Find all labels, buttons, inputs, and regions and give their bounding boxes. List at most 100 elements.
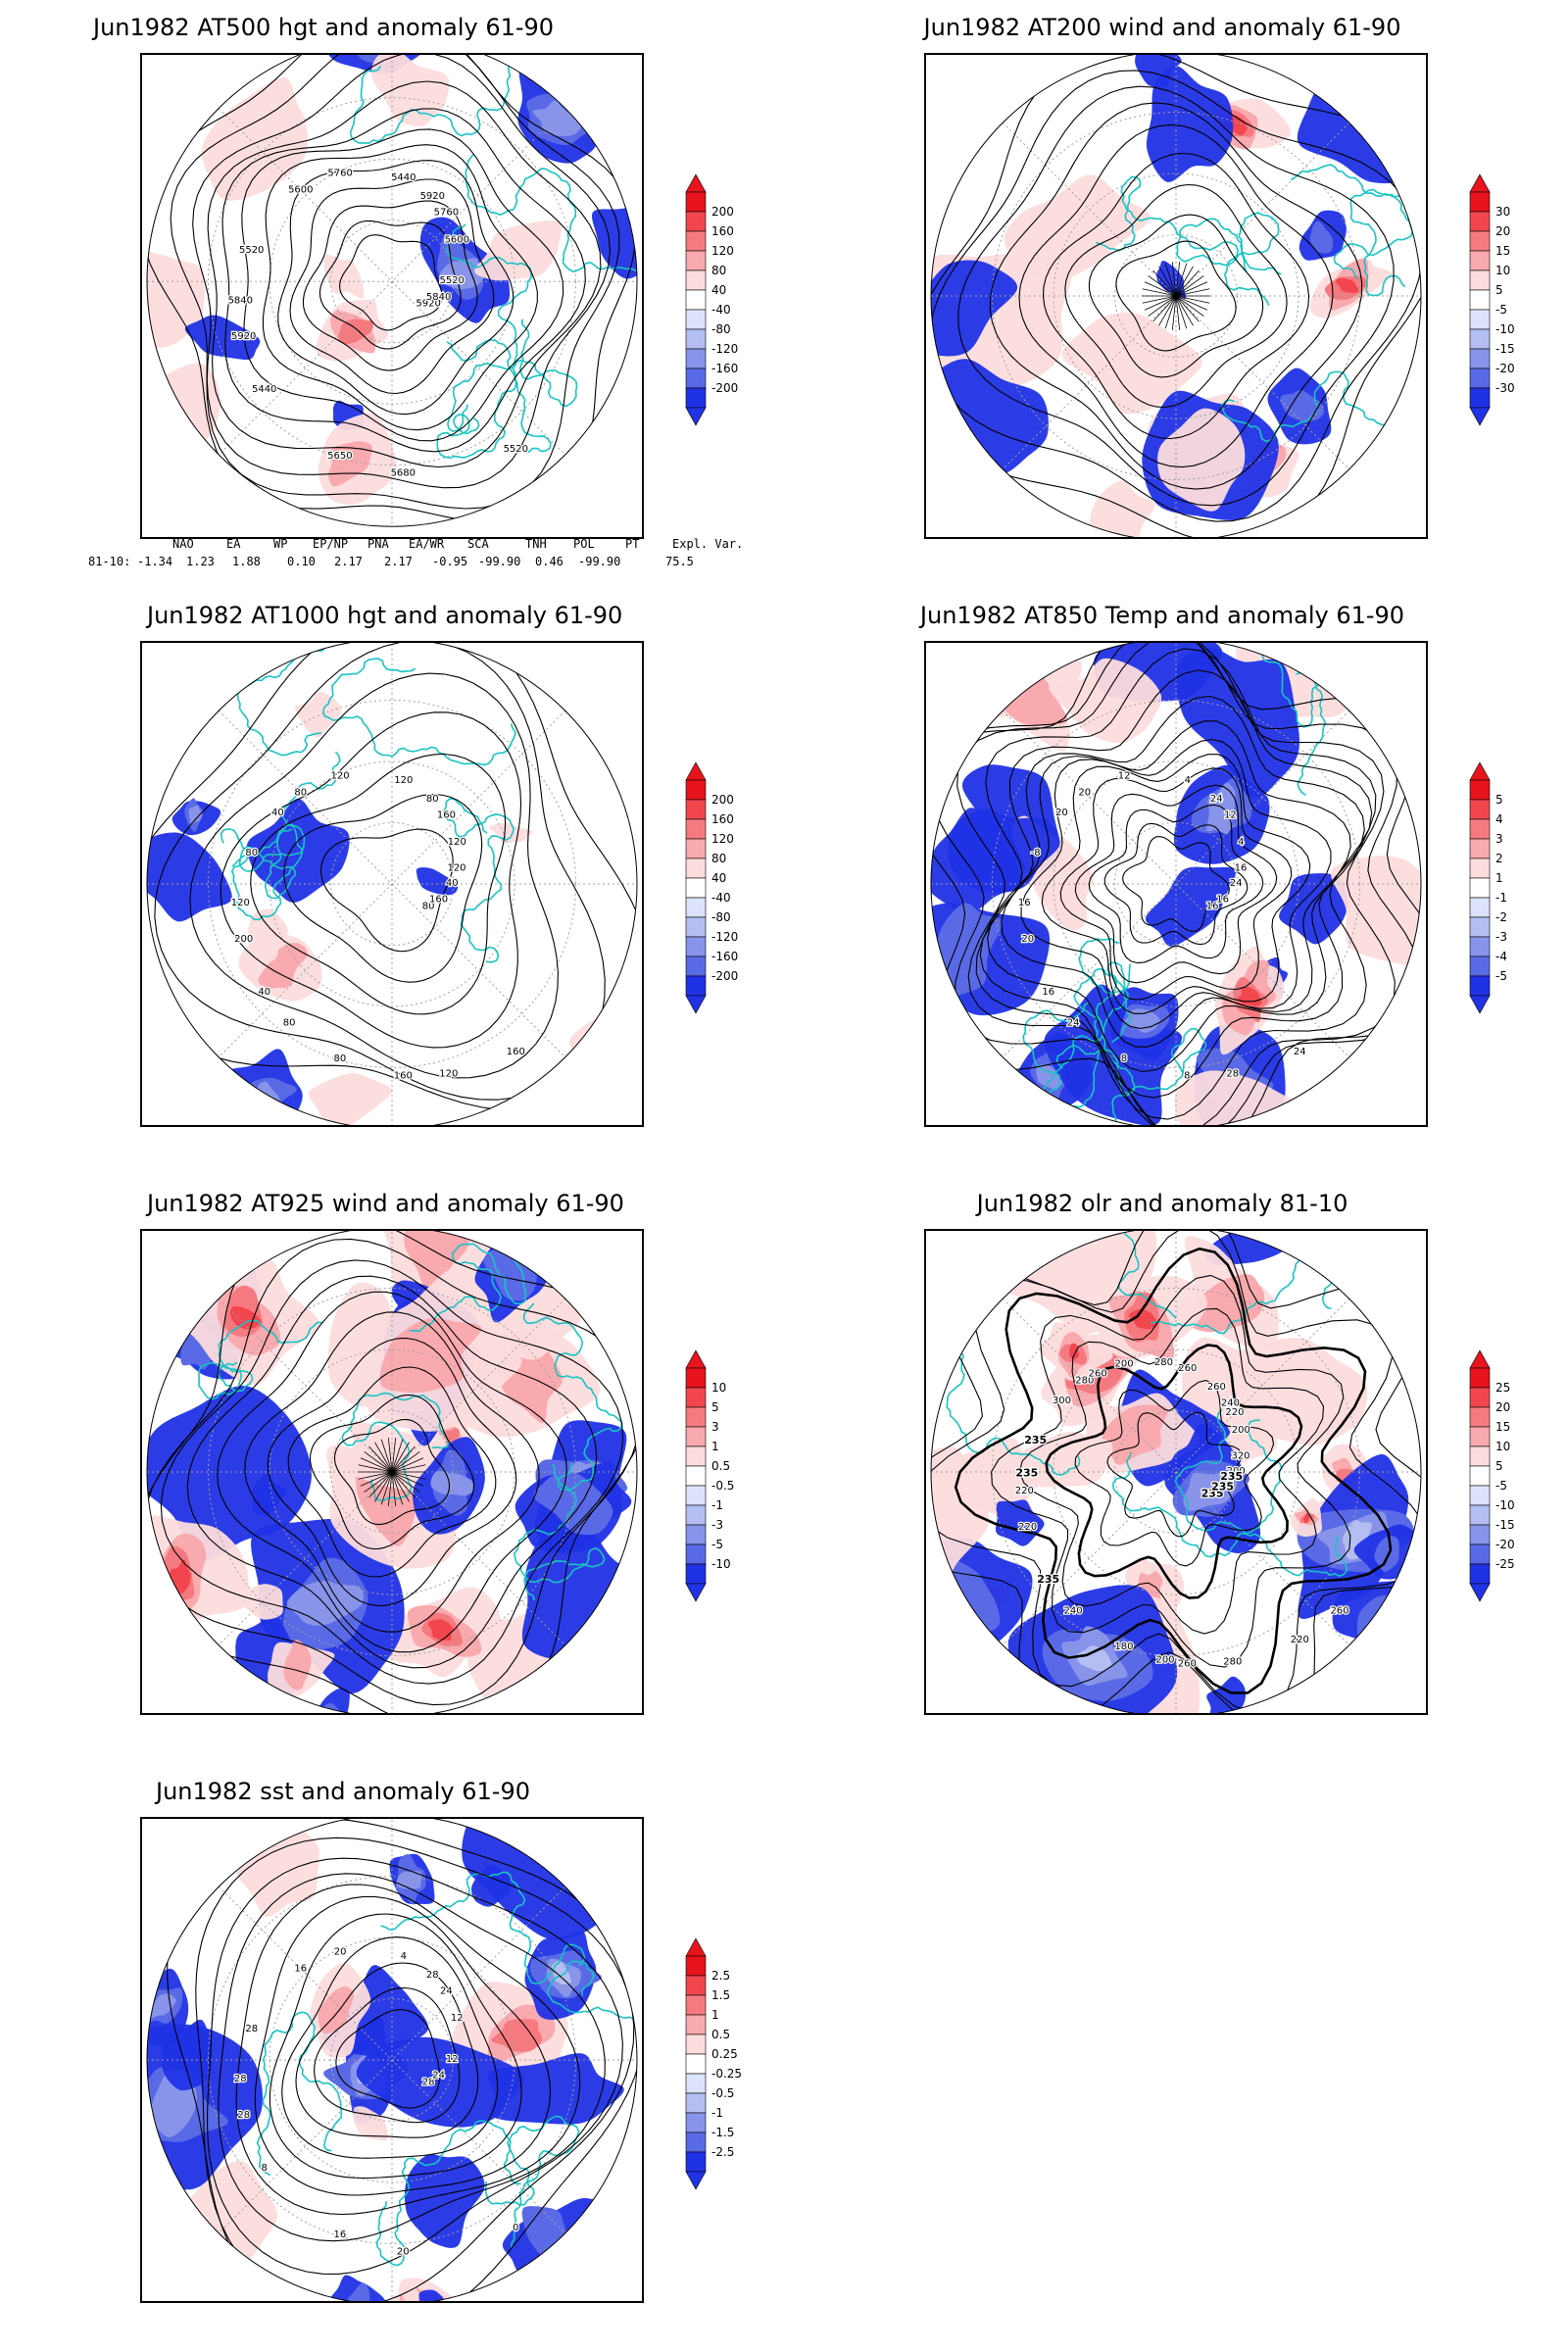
contour-label: 4 [1185, 775, 1191, 786]
header-nao: NAO [172, 537, 194, 551]
colorbar-label: 160 [711, 812, 734, 826]
contour-label: 220 [1291, 1635, 1309, 1645]
contour-labels: 5920584057605680560055205440544055205520… [226, 167, 529, 479]
colorbar-swatch [1469, 270, 1491, 291]
colorbar-label: 40 [711, 283, 726, 297]
colorbar-swatch [1469, 838, 1491, 859]
colorbar-arrow-bottom [685, 407, 707, 426]
contour-label: 120 [439, 1069, 458, 1080]
contour-label: 260 [1178, 1658, 1197, 1669]
colorbar-swatch [1469, 799, 1491, 820]
header-pt: PT [625, 537, 640, 551]
contour-label: 235 [1015, 1466, 1038, 1479]
colorbar-swatch [685, 1485, 707, 1506]
colorbar-label: -40 [711, 891, 731, 905]
polar-map: 2352202402602802002352602202352001802002… [930, 1231, 1422, 1713]
contour-label: 5680 [391, 468, 416, 479]
colorbar-label: 200 [711, 205, 734, 219]
colorbar-label: -3 [1495, 930, 1507, 944]
map-frame: 235 220 240 260 280 200 235 260 220 235 200 180 200 2… [924, 1229, 1428, 1715]
panel-title: Jun1982 AT1000 hgt and anomaly 61-90 [147, 602, 623, 629]
contour-label: 5440 [391, 172, 416, 183]
contour-label: 200 [1155, 1654, 1174, 1665]
colorbar-swatch [685, 916, 707, 938]
colorbar-swatch [685, 975, 707, 997]
contour-label: -8 [1031, 848, 1041, 858]
colorbar-swatch [1469, 858, 1491, 879]
colorbar-swatch [685, 2073, 707, 2094]
contours [167, 1819, 637, 2301]
colorbar-label: 4 [1495, 812, 1503, 826]
map-layer [147, 1819, 637, 2301]
contour-label: 12 [446, 2054, 459, 2065]
contour-label: 16 [334, 2230, 347, 2240]
colorbar-label: -80 [711, 910, 731, 924]
contour-label: 160 [394, 1070, 413, 1081]
colorbar-label: -0.5 [711, 1479, 734, 1493]
colorbar-label: -1 [1495, 891, 1507, 905]
contour-label: 235 [1037, 1573, 1059, 1586]
contour-label: 24 [440, 1985, 453, 1996]
colorbar-swatch [685, 1406, 707, 1428]
value-wp: 1.88 [232, 555, 261, 568]
colorbar-label: -30 [1495, 381, 1515, 395]
contour-label: 260 [1089, 1369, 1107, 1380]
colorbar-label: 5 [711, 1400, 719, 1414]
map-layer [147, 1231, 637, 1713]
graticule [147, 55, 637, 527]
contour-label: 12 [1224, 809, 1237, 820]
colorbar-label: -15 [1495, 342, 1515, 356]
colorbar-label: -5 [1495, 303, 1507, 317]
colorbar: 5 4 3 2 1 -1 -2 -3 -4 -5 [1469, 761, 1539, 1014]
colorbar: 30 20 15 10 5 -5 -10 -15 -20 -30 [1469, 173, 1539, 426]
contour-label: 200 [1115, 1358, 1134, 1369]
colorbar-label: 1.5 [711, 1988, 730, 2002]
colorbar-swatch [1469, 1367, 1491, 1389]
header-tnh: TNH [525, 537, 547, 551]
colorbar-swatch [685, 2092, 707, 2114]
colorbar-swatch [1469, 1504, 1491, 1526]
contour-label: 5600 [288, 185, 313, 196]
colorbar-swatch [1469, 348, 1491, 369]
domain-outline [146, 55, 638, 527]
contour-label: 12 [1118, 770, 1131, 781]
contour-label: 80 [426, 794, 439, 805]
colorbar-label: 5 [1495, 283, 1503, 297]
graticule [931, 643, 1421, 1125]
colorbar-swatch [1469, 818, 1491, 840]
colorbar-label: 80 [711, 264, 726, 277]
contour-label: 5760 [434, 208, 459, 219]
contour-label: 220 [1015, 1486, 1034, 1496]
colorbar-label: -0.5 [711, 2086, 734, 2100]
colorbar-label: 1 [1495, 871, 1503, 885]
domain-outline [146, 643, 638, 1125]
value-sca: -0.95 [432, 555, 468, 568]
contour-label: 16 [294, 1963, 307, 1974]
colorbar-label: 0.5 [711, 1459, 730, 1473]
colorbar-swatch [685, 2112, 707, 2133]
contour-label: 5840 [426, 292, 451, 303]
colorbar-swatch [685, 897, 707, 918]
contour-label: 0 [513, 2223, 518, 2233]
colorbar-label: 30 [1495, 205, 1510, 219]
header-expl-var: Expl. Var. [672, 537, 744, 551]
contour-label: 20 [1021, 934, 1034, 945]
colorbar-label: 5 [1495, 793, 1503, 807]
colorbar-graphic: 10 5 3 1 0.5 -0.5 -1 -3 -5 -10 [685, 1349, 734, 1602]
contour-label: 16 [1216, 895, 1229, 906]
colorbar-swatch [685, 230, 707, 252]
contour-label: 4 [401, 1951, 407, 1962]
header-ea: EA [226, 537, 241, 551]
contour-label: 5760 [327, 169, 352, 179]
colorbar-label: -160 [711, 362, 738, 375]
colorbar-label: -10 [1495, 322, 1515, 336]
contour-label: 5840 [228, 295, 253, 306]
colorbar-label: -0.25 [711, 2067, 742, 2081]
colorbar-graphic: 200 160 120 80 40 -40 -80 -120 -160 -200 [685, 761, 738, 1014]
map-frame: 80 120 160 160 80 40 40 120 160 80 120 80 120 160 200 8… [140, 641, 644, 1127]
colorbar-label: -25 [1495, 1557, 1515, 1571]
panel-title: Jun1982 AT500 hgt and anomaly 61-90 [93, 14, 555, 41]
colorbar-swatch [1469, 1465, 1491, 1487]
